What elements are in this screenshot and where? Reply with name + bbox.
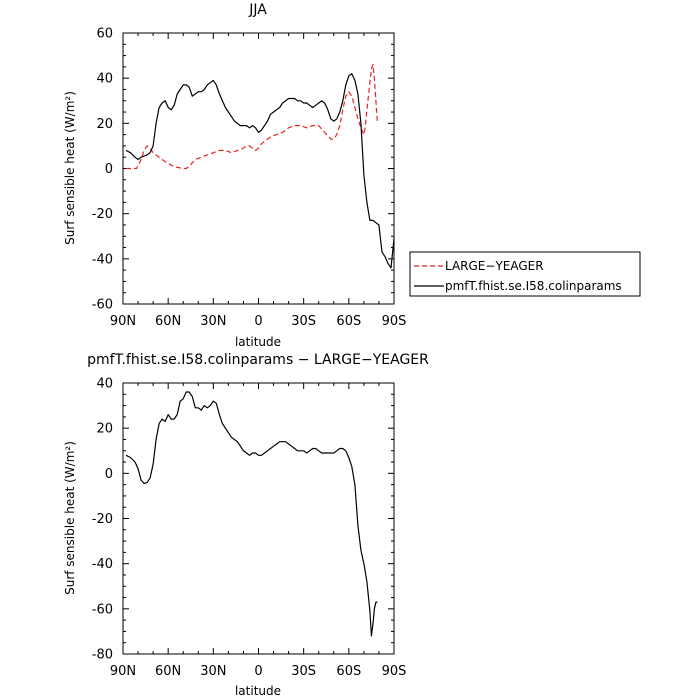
legend: LARGE−YEAGER pmfT.fhist.se.I58.colinpara… <box>409 251 641 297</box>
y-tick-label: -40 <box>92 557 113 572</box>
y-tick-label: -20 <box>92 207 113 222</box>
series-line-pmft-fhist-se-i58-colinparams <box>125 73 395 269</box>
y-axis-label-bottom: Surf sensible heat (W/m²) <box>63 441 77 595</box>
plot-frame-bottom <box>122 382 395 655</box>
plot-body-bottom: -80 -60 -40 -20 0 20 40 90N 60N 30N 0 30S 60S 90S <box>92 377 407 680</box>
series-line-difference <box>125 391 378 637</box>
y-tick-label: 0 <box>105 162 113 177</box>
x-tick-label: 90S <box>382 314 407 329</box>
x-tick-label: 60N <box>155 314 181 329</box>
x-tick-label: 30N <box>200 664 226 679</box>
series-line-large-yeager <box>126 63 378 170</box>
x-tick-label: 90N <box>110 314 136 329</box>
chart-title-top: JJA <box>248 2 267 18</box>
y-tick-label: 0 <box>105 467 113 482</box>
plot-frame-top <box>122 32 395 305</box>
legend-label-large-yeager: LARGE−YEAGER <box>445 259 544 273</box>
x-tick-label: 30S <box>291 664 316 679</box>
x-axis-label-top: latitude <box>235 335 281 349</box>
chart-title-bottom: pmfT.fhist.se.I58.colinparams − LARGE−YE… <box>87 352 429 368</box>
chart-panel-bottom: pmfT.fhist.se.I58.colinparams − LARGE−YE… <box>63 352 429 698</box>
legend-box <box>409 251 641 297</box>
x-tick-label: 0 <box>254 314 262 329</box>
x-tick-label: 60S <box>336 664 361 679</box>
y-tick-label: 20 <box>96 117 113 132</box>
y-tick-label: 60 <box>96 27 113 42</box>
x-tick-label: 90N <box>110 664 136 679</box>
x-tick-label: 0 <box>254 664 262 679</box>
x-tick-label: 90S <box>382 664 407 679</box>
y-tick-label: -80 <box>92 648 113 663</box>
legend-label-pmft: pmfT.fhist.se.I58.colinparams <box>445 279 622 293</box>
x-tick-label: 30N <box>200 314 226 329</box>
y-tick-label: 40 <box>96 72 113 87</box>
y-tick-label: 20 <box>96 422 113 437</box>
y-tick-label: -40 <box>92 252 113 267</box>
x-tick-label: 30S <box>291 314 316 329</box>
y-tick-label: 40 <box>96 377 113 392</box>
y-tick-label: -60 <box>92 298 113 313</box>
y-tick-label: -20 <box>92 512 113 527</box>
x-axis-label-bottom: latitude <box>235 684 281 698</box>
plot-body-top: -60 -40 -20 0 20 40 60 90N 60N 30N 0 30S 60S 90S <box>92 27 407 330</box>
y-tick-label: -60 <box>92 602 113 617</box>
y-axis-label-top: Surf sensible heat (W/m²) <box>63 91 77 245</box>
x-tick-label: 60N <box>155 664 181 679</box>
x-tick-label: 60S <box>336 314 361 329</box>
